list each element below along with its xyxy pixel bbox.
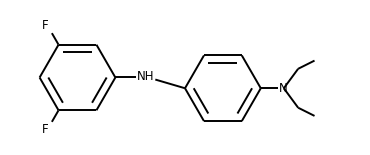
Text: F: F [42,123,49,136]
Text: NH: NH [137,70,154,83]
Text: F: F [42,19,49,32]
Text: N: N [279,82,287,95]
